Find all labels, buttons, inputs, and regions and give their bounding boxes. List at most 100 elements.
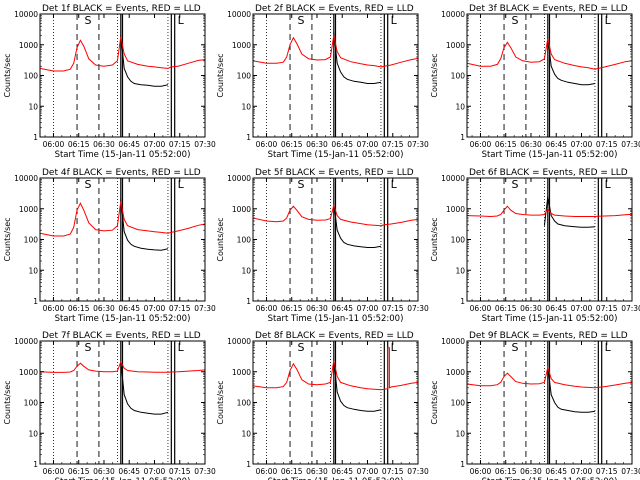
region-marker-l: L bbox=[605, 14, 612, 27]
y-axis-label: Counts/sec bbox=[216, 53, 225, 97]
x-tick-label: 06:15 bbox=[68, 140, 90, 149]
x-axis-label: Start Time (15-Jan-11 05:52:00) bbox=[268, 314, 404, 324]
y-tick-label: 1 bbox=[33, 460, 38, 469]
y-tick-label: 10000 bbox=[227, 337, 251, 346]
y-tick-label: 1000 bbox=[19, 41, 38, 50]
x-tick-label: 07:00 bbox=[571, 140, 593, 149]
y-tick-label: 100 bbox=[451, 72, 466, 81]
x-tick-label: 06:00 bbox=[43, 140, 65, 149]
x-tick-label: 06:15 bbox=[495, 304, 517, 313]
y-tick-label: 10 bbox=[241, 102, 251, 111]
y-tick-label: 1 bbox=[460, 460, 465, 469]
y-tick-label: 10000 bbox=[441, 10, 465, 19]
y-tick-label: 1000 bbox=[446, 41, 465, 50]
x-tick-label: 07:30 bbox=[407, 467, 429, 476]
series-line-events bbox=[333, 32, 382, 84]
x-axis-label: Start Time (15-Jan-11 05:52:00) bbox=[268, 477, 404, 480]
y-tick-label: 1000 bbox=[232, 368, 251, 377]
series-line-lld bbox=[39, 201, 206, 237]
y-tick-label: 1000 bbox=[446, 205, 465, 214]
x-tick-label: 06:30 bbox=[93, 467, 115, 476]
y-tick-label: 10 bbox=[455, 102, 465, 111]
y-tick-label: 100 bbox=[237, 399, 252, 408]
y-axis-label: Counts/sec bbox=[430, 53, 439, 97]
y-axis-label: Counts/sec bbox=[3, 380, 12, 424]
x-tick-label: 07:00 bbox=[357, 304, 379, 313]
y-axis-label: Counts/sec bbox=[3, 217, 12, 261]
x-tick-label: 06:00 bbox=[43, 304, 65, 313]
x-tick-label: 06:00 bbox=[470, 140, 492, 149]
panel-title: Det 9f BLACK = Events, RED = LLD bbox=[469, 331, 628, 341]
series-line-lld bbox=[39, 36, 206, 72]
x-tick-label: 07:15 bbox=[596, 467, 618, 476]
y-axis-label: Counts/sec bbox=[3, 53, 12, 97]
y-tick-label: 1000 bbox=[446, 368, 465, 377]
panel-title: Det 6f BLACK = Events, RED = LLD bbox=[469, 168, 628, 178]
y-tick-label: 1 bbox=[460, 133, 465, 142]
region-marker-s: S bbox=[511, 178, 518, 191]
y-tick-label: 1000 bbox=[232, 205, 251, 214]
y-tick-label: 1 bbox=[33, 297, 38, 306]
series-line-events bbox=[547, 366, 596, 413]
x-tick-label: 06:15 bbox=[495, 467, 517, 476]
x-tick-label: 06:15 bbox=[68, 467, 90, 476]
x-tick-label: 06:30 bbox=[93, 140, 115, 149]
y-tick-label: 10000 bbox=[441, 337, 465, 346]
y-tick-label: 10 bbox=[455, 429, 465, 438]
x-tick-label: 06:30 bbox=[93, 304, 115, 313]
y-tick-label: 100 bbox=[24, 399, 39, 408]
y-tick-label: 10000 bbox=[227, 174, 251, 183]
x-tick-label: 07:00 bbox=[144, 140, 166, 149]
panel-title: Det 2f BLACK = Events, RED = LLD bbox=[255, 4, 414, 14]
y-tick-label: 10 bbox=[28, 266, 38, 275]
x-tick-label: 07:30 bbox=[407, 140, 429, 149]
x-tick-label: 06:45 bbox=[118, 140, 140, 149]
region-marker-s: S bbox=[84, 14, 91, 27]
x-tick-label: 07:15 bbox=[382, 140, 404, 149]
x-tick-label: 07:30 bbox=[407, 304, 429, 313]
series-line-events bbox=[547, 36, 596, 86]
y-tick-label: 100 bbox=[451, 236, 466, 245]
x-tick-label: 06:30 bbox=[306, 467, 328, 476]
series-line-events bbox=[333, 359, 382, 412]
region-marker-s: S bbox=[297, 14, 304, 27]
series-line-events bbox=[120, 361, 169, 415]
x-tick-label: 06:00 bbox=[470, 467, 492, 476]
x-tick-label: 07:00 bbox=[357, 467, 379, 476]
x-tick-label: 07:00 bbox=[144, 467, 166, 476]
y-tick-label: 10000 bbox=[14, 337, 38, 346]
region-marker-l: L bbox=[178, 178, 185, 191]
x-tick-label: 06:45 bbox=[545, 467, 567, 476]
y-tick-label: 1 bbox=[460, 297, 465, 306]
series-line-lld bbox=[466, 365, 633, 389]
region-marker-s: S bbox=[297, 341, 304, 354]
y-tick-label: 100 bbox=[237, 72, 252, 81]
x-axis-label: Start Time (15-Jan-11 05:52:00) bbox=[482, 477, 618, 480]
region-marker-s: S bbox=[297, 178, 304, 191]
x-tick-label: 06:15 bbox=[281, 304, 303, 313]
panel-title: Det 8f BLACK = Events, RED = LLD bbox=[255, 331, 414, 341]
x-tick-label: 06:45 bbox=[331, 140, 353, 149]
y-axis-label: Counts/sec bbox=[430, 380, 439, 424]
y-axis-label: Counts/sec bbox=[430, 217, 439, 261]
region-marker-l: L bbox=[605, 178, 612, 191]
x-tick-label: 06:45 bbox=[331, 467, 353, 476]
series-line-lld bbox=[39, 360, 206, 373]
x-tick-label: 06:15 bbox=[281, 467, 303, 476]
series-line-events bbox=[333, 203, 382, 248]
y-axis-label: Counts/sec bbox=[216, 380, 225, 424]
y-tick-label: 10000 bbox=[14, 10, 38, 19]
x-tick-label: 06:45 bbox=[545, 140, 567, 149]
panel-title: Det 3f BLACK = Events, RED = LLD bbox=[469, 4, 628, 14]
x-tick-label: 07:30 bbox=[621, 467, 640, 476]
y-tick-label: 100 bbox=[237, 236, 252, 245]
y-tick-label: 1000 bbox=[19, 205, 38, 214]
series-line-lld bbox=[252, 347, 419, 391]
series-line-lld bbox=[466, 205, 633, 218]
